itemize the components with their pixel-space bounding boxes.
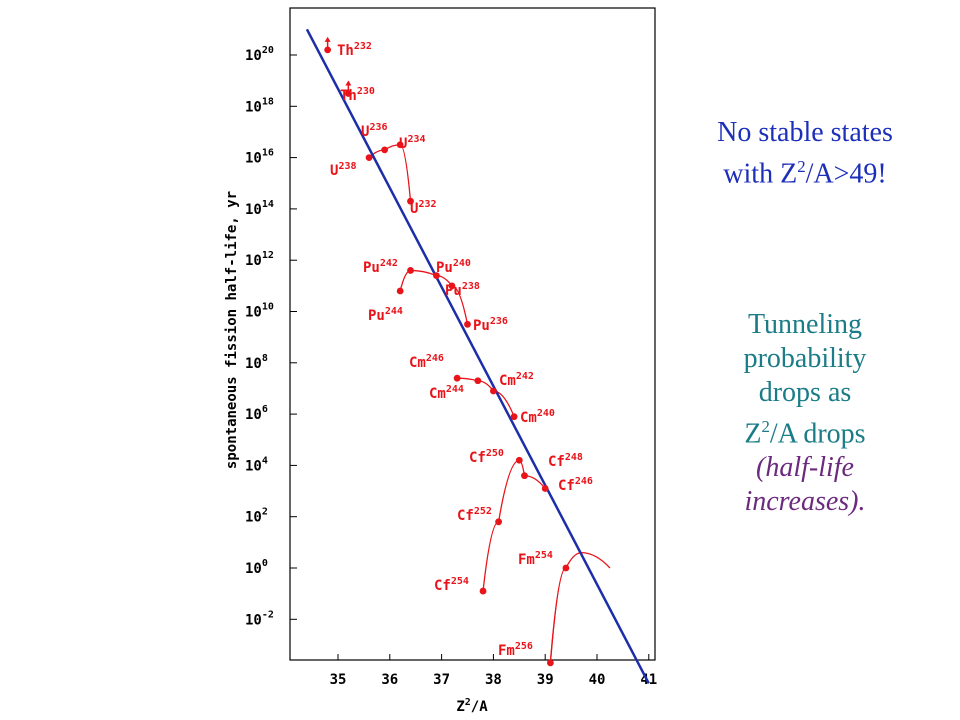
isotope-label-cm242: Cm242	[499, 371, 534, 389]
data-point-cf	[515, 456, 523, 464]
data-point-cf	[521, 472, 528, 480]
data-point-cf	[479, 587, 487, 595]
isotope-label-th232: Th232	[337, 41, 372, 59]
isotope-label-cf248: Cf248	[548, 452, 583, 470]
isotope-label-pu244: Pu244	[368, 306, 403, 324]
y-tick-label: 1010	[245, 302, 274, 321]
isotope-label-pu238: Pu238	[445, 281, 480, 299]
plot-frame	[289, 7, 656, 661]
data-point-cf	[541, 485, 549, 492]
isotope-labels: Th232 Th230 U236 U234 U238 U232 Pu242 Pu240 Pu23…	[330, 41, 593, 659]
x-tick-label: 39	[537, 672, 554, 688]
x-tick-label: 35	[330, 672, 347, 688]
y-tick-label: 100	[245, 558, 268, 577]
x-tick-label: 36	[381, 672, 398, 688]
isotope-label-u234: U234	[399, 134, 426, 152]
curve-cf	[482, 459, 546, 592]
isotope-label-th230: Th230	[340, 86, 375, 104]
isotope-label-cf254: Cf254	[434, 576, 469, 594]
y-tick-label: 1020	[245, 45, 274, 64]
x-tick-label: 37	[433, 672, 450, 688]
ticks-layer: 35 36 37 38 39 40 4110201018101610141012101010…	[245, 45, 657, 688]
tunneling-note-line3: drops as	[758, 377, 852, 408]
curve-u	[368, 144, 412, 202]
data-point-cm	[510, 413, 518, 421]
y-tick-label: 10-2	[245, 609, 274, 628]
y-tick-label: 108	[245, 353, 268, 372]
isotope-label-cf250: Cf250	[469, 448, 504, 466]
y-tick-label: 1012	[245, 250, 274, 269]
data-point-fm	[562, 564, 570, 572]
halflife-note-line2: increases).	[744, 486, 866, 518]
y-tick-label: 106	[245, 404, 268, 423]
data-point-cm	[453, 374, 461, 382]
curve-fm-tail	[549, 551, 611, 663]
isotope-label-cf246: Cf246	[558, 476, 593, 494]
isotope-label-fm256: Fm256	[498, 641, 533, 659]
isotope-label-pu240: Pu240	[436, 258, 471, 276]
data-point-th	[344, 90, 352, 97]
tunneling-note-line2: probability	[743, 343, 867, 374]
data-point-u	[396, 141, 404, 149]
isotope-label-u236: U236	[361, 122, 388, 140]
tunneling-note-line1: Tunneling	[747, 309, 863, 340]
data-point-u	[365, 154, 373, 162]
data-point-cm	[474, 377, 482, 385]
data-point-fm	[546, 659, 554, 667]
data-point-cm	[490, 387, 497, 395]
fit-line-layer	[305, 28, 650, 685]
y-tick-label: 1016	[245, 148, 274, 167]
data-point-u	[381, 146, 389, 154]
x-tick-label: 40	[589, 672, 606, 688]
lower-limit-arrowhead	[345, 80, 352, 86]
data-point-pu	[396, 287, 404, 295]
isotope-label-u232: U232	[410, 199, 437, 217]
isotope-label-fm254: Fm254	[518, 550, 553, 568]
stability-note-line2: with Z2/A>49!	[723, 157, 887, 190]
data-point-pu	[433, 272, 440, 279]
halflife-note-line1: (half-life	[756, 452, 854, 484]
isotope-label-cm246: Cm246	[409, 353, 444, 371]
isotope-label-cm244: Cm244	[429, 384, 464, 402]
stability-note: No stable states with Z2/A>49!	[670, 116, 940, 191]
data-point-pu	[448, 282, 456, 290]
x-tick-label: 38	[485, 672, 502, 688]
y-axis-title: spontaneous fission half-life, yr	[224, 191, 240, 469]
isotope-label-cm240: Cm240	[520, 408, 555, 426]
tunneling-note: Tunneling probability drops as Z2/A drop…	[680, 308, 930, 519]
trend-curves	[368, 144, 611, 663]
curve-fm	[549, 567, 567, 663]
isotope-label-u238: U238	[330, 161, 357, 179]
fit-line	[305, 28, 650, 685]
data-point-th	[324, 46, 332, 54]
lower-limit-arrowhead	[324, 36, 331, 42]
isotope-label-cf252: Cf252	[457, 506, 492, 524]
x-axis-title: Z2/A	[456, 697, 488, 715]
data-point-pu	[464, 320, 471, 328]
isotope-label-pu242: Pu242	[363, 258, 398, 276]
y-tick-label: 104	[245, 455, 268, 474]
stability-note-line1: No stable states	[717, 117, 893, 148]
tunneling-note-line4: Z2/A drops	[744, 417, 866, 450]
y-tick-label: 1018	[245, 96, 274, 115]
y-tick-label: 1014	[245, 199, 274, 218]
data-points	[324, 36, 570, 667]
isotope-label-pu236: Pu236	[473, 316, 508, 334]
curve-cm	[457, 377, 515, 417]
y-tick-label: 102	[245, 507, 268, 526]
data-point-pu	[407, 267, 414, 274]
data-point-cf	[495, 518, 502, 526]
data-point-u	[407, 197, 414, 205]
